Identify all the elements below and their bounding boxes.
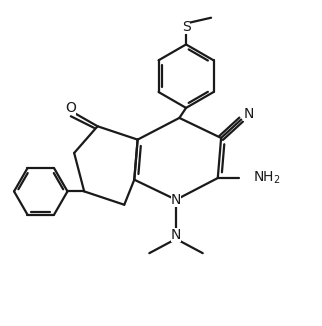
Text: NH$_2$: NH$_2$: [253, 170, 280, 186]
Text: S: S: [182, 20, 190, 34]
Text: N: N: [243, 107, 254, 121]
Text: N: N: [171, 193, 181, 207]
Text: N: N: [171, 228, 181, 242]
Text: O: O: [65, 101, 76, 115]
